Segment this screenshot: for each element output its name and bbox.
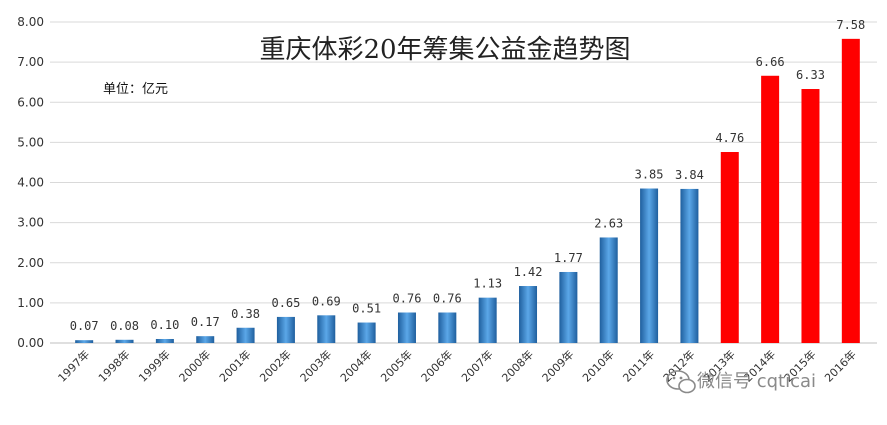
data-label: 0.51 <box>352 302 381 316</box>
bar <box>155 338 174 343</box>
chart-title: 重庆体彩20年筹集公益金趋势图 <box>259 35 630 65</box>
bars <box>75 38 860 343</box>
x-tick-label: 1998年 <box>95 347 132 384</box>
data-label: 1.77 <box>554 251 583 265</box>
y-tick-label: 7.00 <box>17 55 44 69</box>
data-label: 0.10 <box>150 318 179 332</box>
x-tick-label: 2001年 <box>216 347 253 384</box>
x-tick-label: 2000年 <box>176 347 213 384</box>
data-label: 1.13 <box>473 277 502 291</box>
y-tick-label: 2.00 <box>17 256 44 270</box>
watermark-text: 微信号 cqticai <box>697 371 816 392</box>
data-label: 2.63 <box>594 216 623 230</box>
x-tick-label: 2016年 <box>821 347 858 384</box>
bar <box>761 75 780 343</box>
data-label: 0.76 <box>393 292 422 306</box>
y-axis: 0.00 1.00 2.00 3.00 4.00 5.00 6.00 7.00 8.00 <box>17 15 44 350</box>
bar <box>196 336 215 343</box>
bar <box>841 38 860 343</box>
x-tick-label: 2010年 <box>579 347 616 384</box>
data-label: 0.38 <box>231 307 260 321</box>
data-label: 0.08 <box>110 319 139 333</box>
data-label: 3.84 <box>675 168 704 182</box>
data-label: 0.07 <box>70 319 99 333</box>
y-tick-label: 3.00 <box>17 216 44 230</box>
bar <box>478 297 497 343</box>
x-tick-label: 2009年 <box>539 347 576 384</box>
x-tick-label: 2006年 <box>418 347 455 384</box>
data-label: 0.76 <box>433 292 462 306</box>
y-tick-label: 0.00 <box>17 336 44 350</box>
x-tick-label: 1997年 <box>55 347 92 384</box>
x-tick-label: 2005年 <box>378 347 415 384</box>
data-label: 6.33 <box>796 68 825 82</box>
wechat-icon <box>666 370 696 394</box>
data-label: 1.42 <box>514 265 543 279</box>
x-tick-label: 2007年 <box>458 347 495 384</box>
bar <box>438 312 457 343</box>
x-tick-label: 2011年 <box>620 347 657 384</box>
bar <box>519 286 538 343</box>
bar <box>640 188 659 343</box>
data-label: 4.76 <box>715 131 744 145</box>
x-tick-label: 2003年 <box>297 347 334 384</box>
y-tick-label: 5.00 <box>17 135 44 149</box>
x-tick-label: 2004年 <box>337 347 374 384</box>
bar <box>801 89 820 343</box>
bar <box>397 312 416 343</box>
bar <box>559 271 578 343</box>
y-tick-label: 6.00 <box>17 95 44 109</box>
bar <box>357 322 376 343</box>
y-tick-label: 8.00 <box>17 15 44 29</box>
bar <box>680 188 699 343</box>
data-label: 0.17 <box>191 315 220 329</box>
data-label: 7.58 <box>836 18 865 32</box>
data-labels: 0.07 0.08 0.10 0.17 0.38 0.65 0.69 0.51 0.76 0.76… <box>70 18 866 333</box>
bar <box>720 152 739 343</box>
bar <box>317 315 336 343</box>
watermark: 微信号 cqticai <box>666 370 816 394</box>
unit-note: 单位：亿元 <box>103 82 168 97</box>
x-tick-label: 2012年 <box>660 347 697 384</box>
bar <box>115 339 134 343</box>
x-tick-label: 1999年 <box>136 347 173 384</box>
y-tick-label: 4.00 <box>17 176 44 190</box>
y-tick-label: 1.00 <box>17 296 44 310</box>
data-label: 3.85 <box>635 168 664 182</box>
x-tick-label: 2008年 <box>499 347 536 384</box>
bar <box>236 327 255 343</box>
bar <box>276 316 295 343</box>
gridlines <box>50 21 877 344</box>
x-tick-label: 2002年 <box>257 347 294 384</box>
data-label: 6.66 <box>756 55 785 69</box>
data-label: 0.69 <box>312 294 341 308</box>
bar <box>75 340 94 343</box>
bar <box>599 237 618 343</box>
data-label: 0.65 <box>271 296 300 310</box>
